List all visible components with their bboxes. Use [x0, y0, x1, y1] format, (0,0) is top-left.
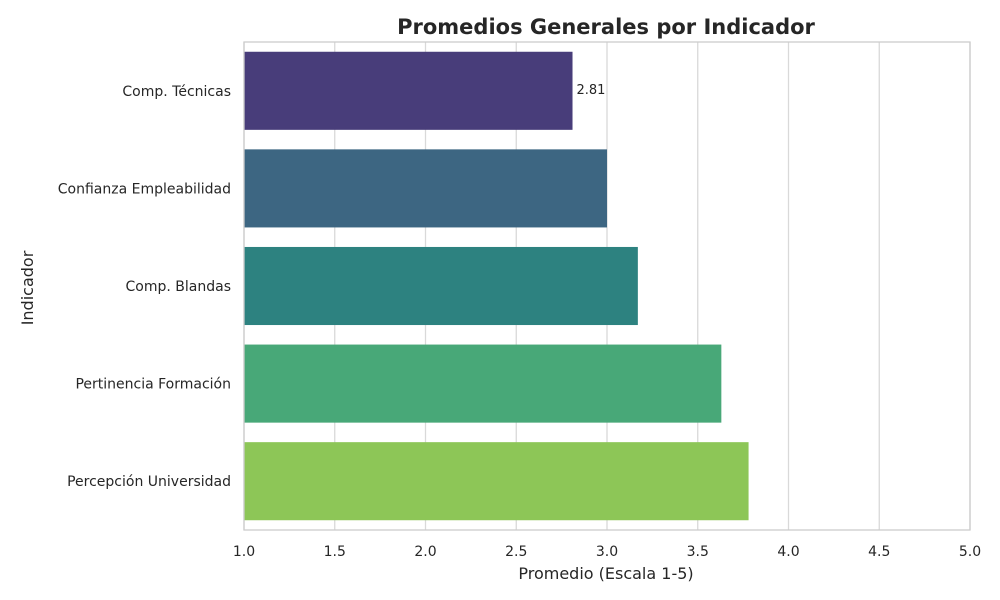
y-tick-label: Comp. Blandas [126, 279, 231, 295]
y-axis-label: Indicador [18, 250, 37, 325]
data-labels: 2.81 [577, 83, 606, 98]
bar [244, 246, 638, 326]
y-tick-label: Comp. Técnicas [122, 84, 231, 100]
x-tick-label: 2.0 [414, 544, 436, 560]
x-tick-label: 4.0 [777, 544, 799, 560]
x-tick-label: 3.5 [687, 544, 709, 560]
bar [244, 51, 573, 130]
x-tick-labels: 1.0 1.5 2.0 2.5 3.0 3.5 4.0 4.5 5.0 [233, 544, 981, 560]
x-tick-label: 1.5 [324, 544, 346, 560]
bars [244, 51, 749, 521]
bar [244, 344, 722, 423]
x-tick-label: 5.0 [959, 544, 981, 560]
chart-title: Promedios Generales por Indicador [397, 15, 815, 39]
x-tick-label: 1.0 [233, 544, 255, 560]
x-axis-label: Promedio (Escala 1-5) [518, 564, 693, 583]
y-tick-label: Pertinencia Formación [75, 377, 231, 393]
data-label: 2.81 [577, 83, 606, 98]
x-tick-label: 3.0 [596, 544, 618, 560]
y-tick-labels: Comp. Técnicas Confianza Empleabilidad Com… [58, 84, 231, 490]
x-tick-label: 4.5 [868, 544, 890, 560]
y-tick-label: Percepción Universidad [67, 474, 231, 490]
bar [244, 442, 749, 521]
x-tick-label: 2.5 [505, 544, 527, 560]
y-tick-label: Confianza Empleabilidad [58, 181, 231, 197]
plot-frame [243, 41, 971, 531]
bar [244, 149, 607, 228]
